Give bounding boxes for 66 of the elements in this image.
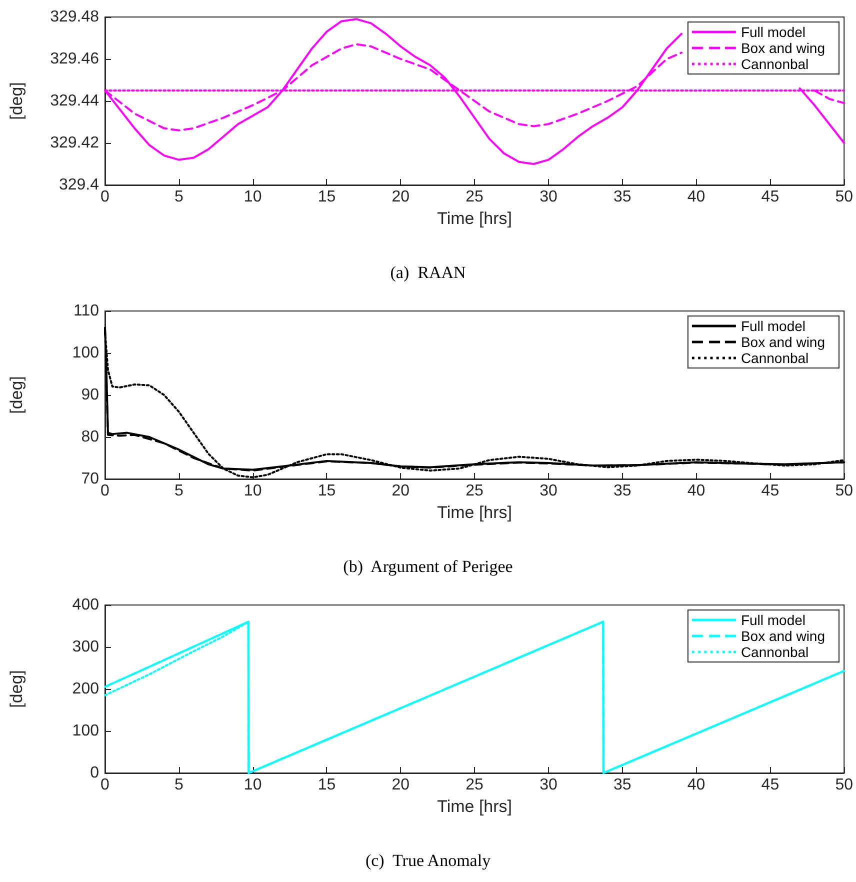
x-axis-title: Time [hrs] bbox=[437, 502, 512, 522]
y-tick-label: 400 bbox=[72, 596, 100, 614]
y-tick-label: 100 bbox=[72, 722, 100, 740]
x-tick-label: 30 bbox=[540, 188, 558, 206]
legend-label: Box and wing bbox=[740, 628, 826, 644]
x-tick-label: 5 bbox=[174, 776, 184, 794]
y-tick-label: 329.42 bbox=[50, 134, 100, 152]
x-tick-label: 45 bbox=[761, 482, 780, 500]
x-tick-label: 0 bbox=[100, 482, 110, 500]
legend-label: Cannonbal bbox=[740, 350, 809, 366]
legend-label: Full model bbox=[740, 24, 806, 40]
x-tick-label: 35 bbox=[613, 776, 632, 794]
x-tick-label: 0 bbox=[100, 776, 110, 794]
y-tick-label: 329.4 bbox=[58, 176, 100, 194]
x-tick-label: 10 bbox=[244, 776, 262, 794]
x-tick-label: 30 bbox=[540, 776, 558, 794]
x-tick-label: 25 bbox=[466, 482, 484, 500]
y-tick-label: 329.44 bbox=[50, 92, 100, 110]
x-tick-label: 50 bbox=[835, 188, 854, 206]
y-axis-title: [deg] bbox=[7, 670, 26, 708]
x-tick-label: 5 bbox=[174, 482, 184, 500]
x-tick-label: 15 bbox=[318, 776, 336, 794]
y-tick-label: 80 bbox=[81, 428, 100, 446]
y-tick-label: 329.48 bbox=[50, 8, 100, 26]
x-tick-label: 25 bbox=[466, 188, 484, 206]
x-tick-label: 10 bbox=[244, 482, 262, 500]
y-tick-label: 200 bbox=[72, 680, 100, 698]
x-tick-label: 0 bbox=[100, 188, 110, 206]
y-tick-label: 90 bbox=[81, 386, 100, 404]
legend-label: Box and wing bbox=[740, 334, 826, 350]
x-tick-label: 10 bbox=[244, 188, 262, 206]
x-tick-label: 50 bbox=[835, 482, 854, 500]
x-axis-title: Time [hrs] bbox=[437, 208, 512, 228]
x-tick-label: 45 bbox=[761, 776, 780, 794]
text: (a) RAAN bbox=[390, 263, 466, 282]
x-tick-label: 50 bbox=[835, 776, 854, 794]
y-tick-label: 329.46 bbox=[50, 50, 100, 68]
y-axis-title: [deg] bbox=[7, 376, 26, 414]
legend-label: Box and wing bbox=[740, 40, 826, 56]
legend-label: Cannonbal bbox=[740, 644, 809, 660]
x-tick-label: 35 bbox=[613, 482, 632, 500]
x-tick-label: 5 bbox=[174, 188, 184, 206]
x-tick-label: 40 bbox=[687, 188, 706, 206]
x-tick-label: 25 bbox=[466, 776, 484, 794]
y-tick-label: 300 bbox=[72, 638, 100, 656]
y-tick-label: 110 bbox=[73, 302, 100, 320]
y-axis-title: [deg] bbox=[7, 82, 26, 120]
legend-label: Cannonbal bbox=[740, 56, 809, 72]
y-tick-label: 100 bbox=[72, 344, 100, 362]
x-tick-label: 35 bbox=[613, 188, 632, 206]
x-tick-label: 20 bbox=[392, 188, 410, 206]
x-tick-label: 45 bbox=[761, 188, 780, 206]
x-tick-label: 15 bbox=[318, 188, 336, 206]
x-tick-label: 40 bbox=[687, 776, 706, 794]
x-tick-label: 30 bbox=[540, 482, 558, 500]
y-tick-label: 70 bbox=[81, 470, 100, 488]
x-tick-label: 40 bbox=[687, 482, 706, 500]
x-tick-label: 20 bbox=[392, 776, 410, 794]
legend-label: Full model bbox=[740, 612, 806, 628]
x-tick-label: 20 bbox=[392, 482, 410, 500]
x-tick-label: 15 bbox=[318, 482, 336, 500]
text: (c) True Anomaly bbox=[365, 851, 492, 870]
text: (b) Argument of Perigee bbox=[343, 557, 513, 576]
y-tick-label: 0 bbox=[90, 764, 100, 782]
legend-label: Full model bbox=[740, 318, 806, 334]
x-axis-title: Time [hrs] bbox=[437, 796, 512, 816]
